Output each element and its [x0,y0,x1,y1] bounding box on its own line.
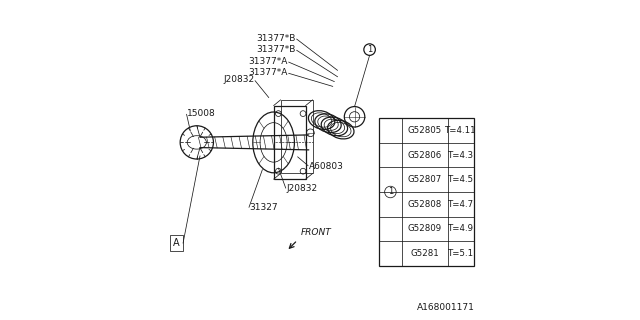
Text: G5281: G5281 [410,249,439,258]
Text: T=4.11: T=4.11 [445,126,477,135]
Text: A: A [173,238,180,248]
Bar [280,100,312,173]
Text: T=5.1: T=5.1 [448,249,474,258]
Text: 31377*B: 31377*B [257,34,296,43]
Text: 31377*A: 31377*A [248,57,288,66]
Text: G52808: G52808 [408,200,442,209]
Bar [170,235,183,251]
Text: FRONT: FRONT [301,228,332,237]
Text: 31377*B: 31377*B [257,45,296,54]
Text: G52806: G52806 [408,151,442,160]
Text: 15008: 15008 [187,109,216,118]
Text: G52807: G52807 [408,175,442,184]
Text: A60803: A60803 [309,162,344,171]
Text: 31327: 31327 [250,204,278,212]
Text: 1: 1 [388,188,393,196]
Text: J20832: J20832 [223,76,254,84]
Text: G52805: G52805 [408,126,442,135]
Text: T=4.3: T=4.3 [448,151,474,160]
Bar [380,118,474,266]
Text: 1: 1 [367,45,372,54]
Text: 31377*A: 31377*A [248,68,288,77]
Text: T=4.9: T=4.9 [448,224,474,233]
Text: G52809: G52809 [408,224,442,233]
Text: A168001171: A168001171 [417,303,475,312]
Text: J20832: J20832 [287,184,317,193]
Text: T=4.5: T=4.5 [448,175,474,184]
Text: T=4.7: T=4.7 [448,200,474,209]
Bar [274,106,306,179]
